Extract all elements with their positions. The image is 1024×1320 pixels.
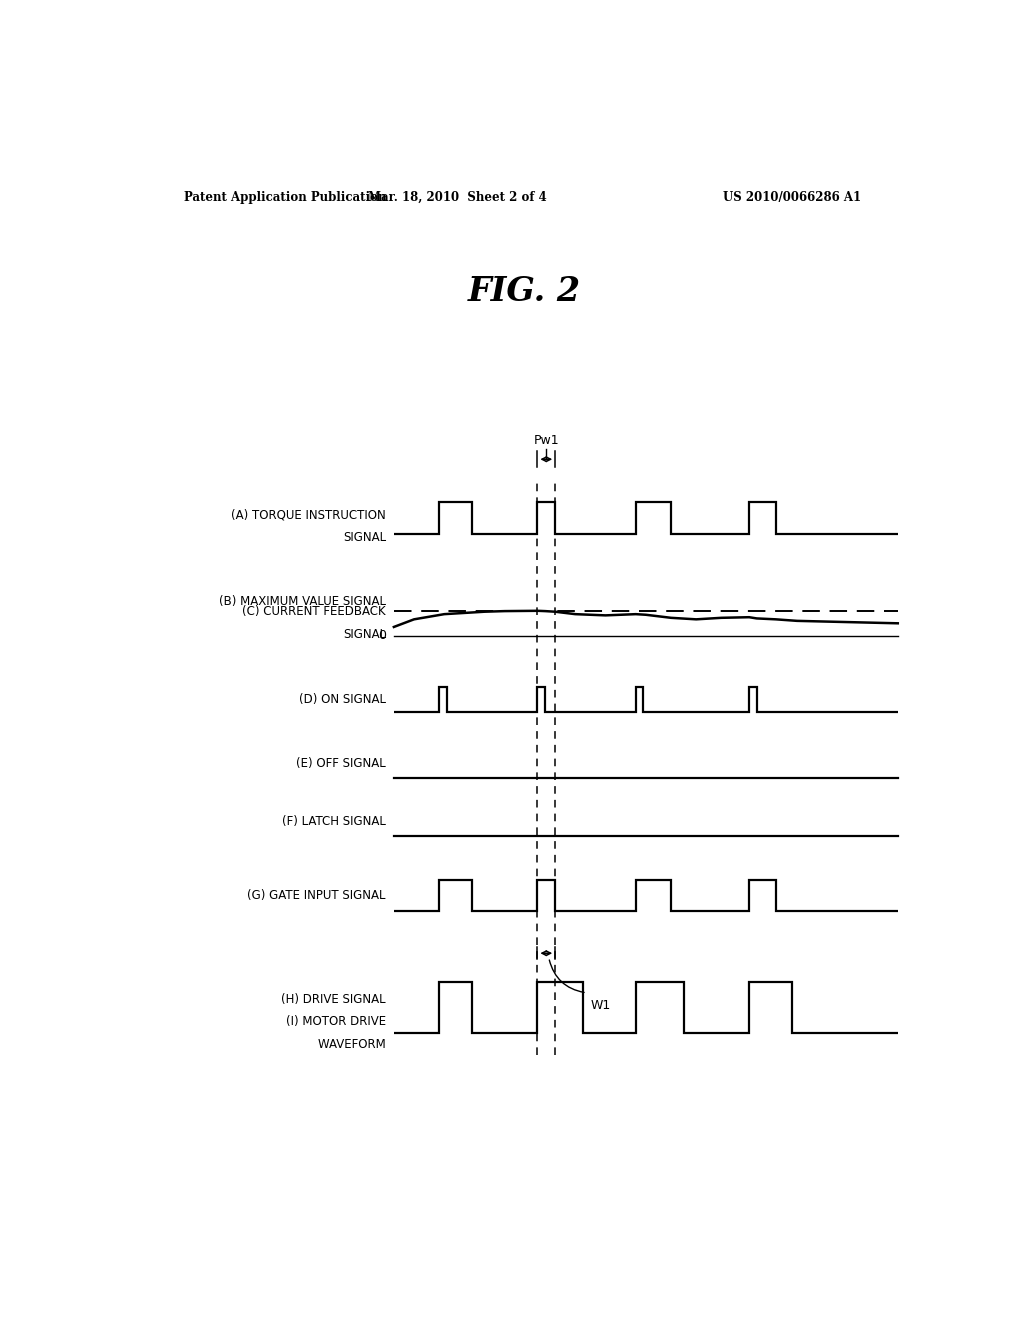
- Text: (E) OFF SIGNAL: (E) OFF SIGNAL: [296, 758, 386, 771]
- Text: 0: 0: [378, 628, 386, 642]
- Text: Patent Application Publication: Patent Application Publication: [183, 191, 386, 203]
- Text: Pw1: Pw1: [534, 434, 559, 447]
- Text: (F) LATCH SIGNAL: (F) LATCH SIGNAL: [282, 816, 386, 828]
- Text: SIGNAL: SIGNAL: [343, 627, 386, 640]
- Text: (A) TORQUE INSTRUCTION: (A) TORQUE INSTRUCTION: [231, 508, 386, 521]
- Text: (D) ON SIGNAL: (D) ON SIGNAL: [299, 693, 386, 706]
- Text: (I) MOTOR DRIVE: (I) MOTOR DRIVE: [286, 1015, 386, 1028]
- Text: WAVEFORM: WAVEFORM: [303, 1038, 386, 1051]
- Text: (B) MAXIMUM VALUE SIGNAL: (B) MAXIMUM VALUE SIGNAL: [219, 594, 386, 607]
- Text: FIG. 2: FIG. 2: [468, 276, 582, 309]
- Text: SIGNAL: SIGNAL: [343, 531, 386, 544]
- Text: Mar. 18, 2010  Sheet 2 of 4: Mar. 18, 2010 Sheet 2 of 4: [368, 191, 547, 203]
- Text: (G) GATE INPUT SIGNAL: (G) GATE INPUT SIGNAL: [248, 888, 386, 902]
- Text: US 2010/0066286 A1: US 2010/0066286 A1: [723, 191, 861, 203]
- Text: W1: W1: [591, 999, 611, 1012]
- Text: (C) CURRENT FEEDBACK: (C) CURRENT FEEDBACK: [243, 605, 386, 618]
- Text: (H) DRIVE SIGNAL: (H) DRIVE SIGNAL: [282, 993, 386, 1006]
